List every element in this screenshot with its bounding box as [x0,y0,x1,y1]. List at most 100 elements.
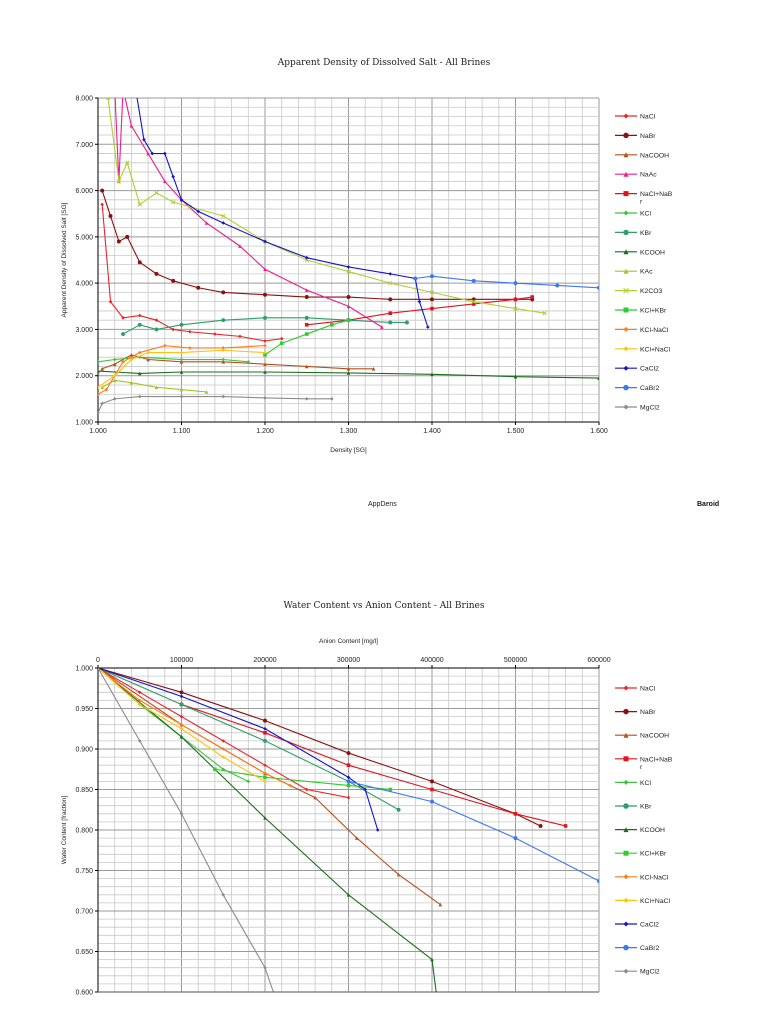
legend-item[interactable]: CaCl2 [615,365,659,373]
diamond-marker-icon [304,255,309,260]
legend-item[interactable]: KBr [615,803,652,811]
diamond-marker-icon [179,722,184,727]
legend-label: KBr [640,804,652,811]
axes: 1.000 2.000 3.000 4.000 5.000 6.000 7.000 8.000… [61,96,608,455]
diamond-marker-icon [179,726,184,731]
diamond-marker-icon [179,394,184,399]
diamond-marker-icon [179,198,184,202]
legend-item[interactable]: MgCl2 [615,968,660,976]
diamond-marker-icon [98,392,100,397]
triangle-marker-icon [623,249,629,255]
y-tick-label: 1.000 [75,420,93,427]
circle-marker-icon [304,295,309,300]
triangle-marker-icon [204,221,209,225]
x-marker-icon [542,311,547,316]
diamond-marker-icon [100,401,104,406]
triangle-marker-icon [129,380,134,385]
triangle-marker-icon [371,366,376,371]
triangle-marker-icon [623,171,629,177]
apparent-density-chart: 1.000 2.000 3.000 4.000 5.000 6.000 7.000 8.000… [61,96,673,455]
y-axis-label: Water Content [fraction] [61,796,68,865]
legend-item[interactable]: NaAc [615,171,657,179]
legend-item[interactable]: CaBr2 [615,944,659,952]
legend-item[interactable]: KCOOH [615,249,665,256]
legend-item[interactable]: KCl+KBr [615,307,667,315]
legend-item[interactable]: KBr [615,229,652,237]
legend-item[interactable]: KAc [615,268,653,276]
circle-marker-icon [263,292,267,297]
diamond-marker-icon [363,787,367,792]
diamond-marker-icon [304,787,309,792]
legend-item[interactable]: KCl+NaCl [615,346,671,353]
square-marker-icon [304,332,309,336]
diamond-marker-icon [263,350,267,355]
legend-item[interactable]: NaBr [615,132,656,140]
diamond-marker-icon [146,350,150,355]
legend-item[interactable]: CaBr2 [615,384,659,392]
legend-label-wrap: r [640,199,643,206]
footer-baroid-logo: Baroid [697,501,720,508]
x-marker-icon [137,202,142,207]
diamond-marker-icon [154,318,159,322]
square-marker-icon [430,787,434,792]
legend-item[interactable]: MgCl2 [615,404,660,412]
legend-item[interactable]: NaCl+NaBr [615,191,673,206]
y-tick-label: 4.000 [75,281,93,288]
diamond-marker-icon [263,771,267,776]
series-group [98,668,599,992]
diamond-marker-icon [179,694,184,699]
legend-item[interactable]: NaCl [615,685,656,693]
diamond-marker-icon [98,410,100,415]
legend-item[interactable]: KCOOH [615,827,665,834]
triangle-marker-icon [355,836,359,840]
legend-label: CaCl2 [640,366,659,373]
x-tick-label: 1.000 [89,428,107,435]
series-cabr2 [413,274,599,290]
legend-item[interactable]: NaCl+NaBr [615,756,673,771]
series-kcl-nacl [98,668,292,788]
diamond-marker-icon [171,174,175,179]
diamond-marker-icon [98,385,100,390]
legend-label: NaCl+NaB [640,191,673,198]
grid-lines [97,667,600,993]
diamond-marker-icon [263,239,267,244]
circle-marker-icon [100,188,105,193]
circle-marker-icon [346,751,351,756]
legend-item[interactable]: KCl-NaCl [615,326,669,334]
legend-item[interactable]: KCl+NaCl [615,897,671,905]
x-axis-label: Anion Content [mg/l] [319,638,378,645]
circle-marker-icon [430,297,434,302]
diamond-marker-icon [238,334,242,339]
legend-item[interactable]: NaCl [615,113,656,121]
x-marker-icon [221,213,226,219]
legend-item[interactable]: KCl [615,779,651,787]
legend-item[interactable]: NaBr [615,708,656,716]
diamond-marker-icon [623,685,629,691]
circle-marker-icon [179,690,184,695]
x-marker-icon [170,199,176,205]
diamond-marker-icon [163,151,167,156]
legend-label: CaCl2 [640,922,659,929]
legend-item[interactable]: K2CO3 [615,287,663,295]
diamond-marker-icon [623,779,629,785]
legend-item[interactable]: CaCl2 [615,921,659,929]
legend-item[interactable]: KCl-NaCl [615,874,669,881]
triangle-marker-icon [304,288,309,292]
series-nacl [98,668,351,800]
legend-item[interactable]: NaCOOH [615,152,669,159]
diamond-marker-icon [112,373,117,378]
triangle-marker-icon [380,325,384,329]
circle-marker-icon [430,779,434,784]
chart-1-title: Apparent Density of Dissolved Salt - All… [277,58,491,68]
diamond-marker-icon [623,968,629,974]
legend-item[interactable]: KCl [615,210,651,218]
legend-item[interactable]: KCl+KBr [615,850,667,858]
legend-item[interactable]: NaCOOH [615,732,669,740]
legend-label: K2CO3 [640,288,663,295]
triangle-marker-icon [346,304,351,309]
series-cacl2 [136,98,430,329]
circle-marker-icon [263,718,267,723]
triangle-marker-icon [137,371,142,376]
series-group [98,98,599,415]
